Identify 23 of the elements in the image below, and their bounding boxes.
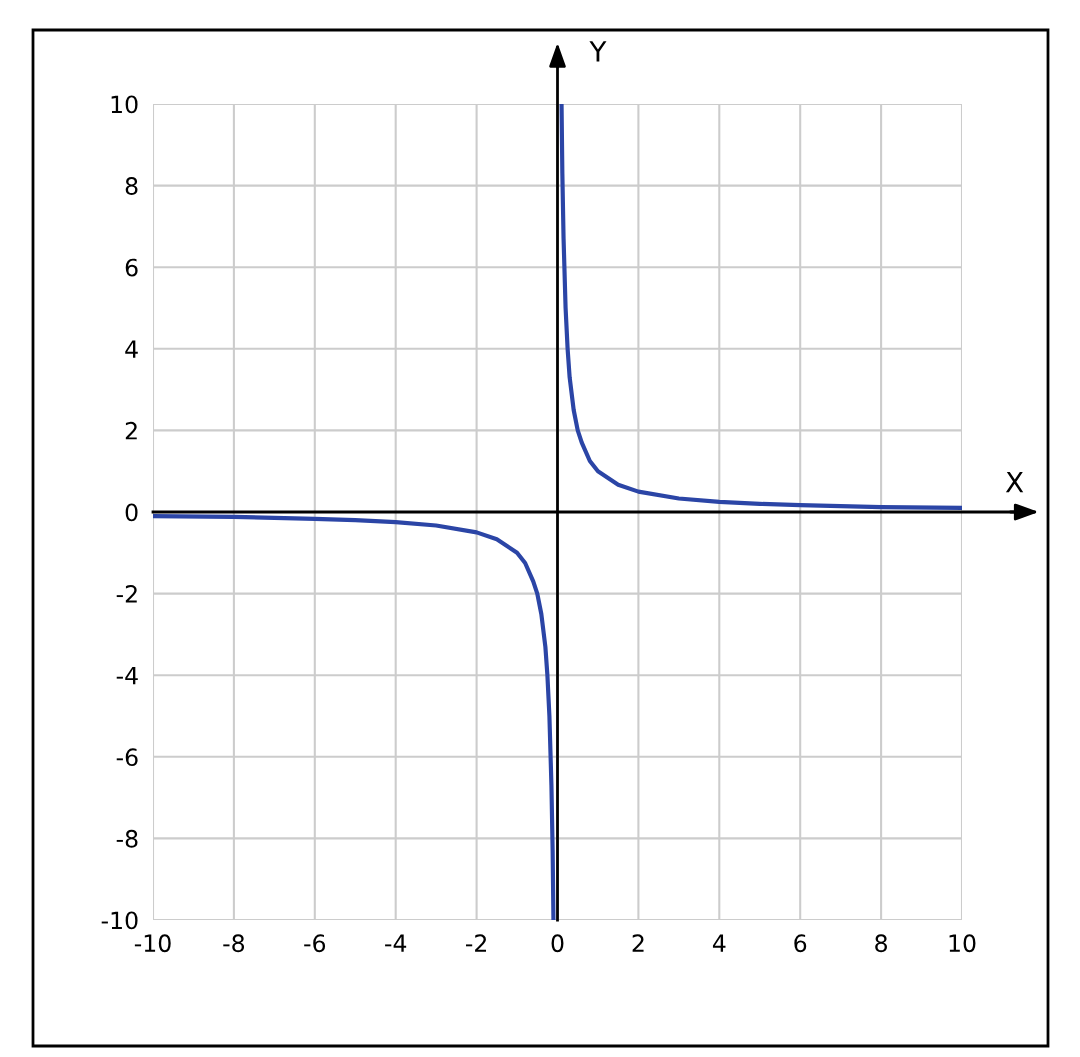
x-tick-label: 6 (794, 934, 807, 953)
y-axis-title: Y (589, 41, 607, 62)
x-tick-label: -6 (304, 934, 326, 953)
y-tick-label: 10 (111, 95, 138, 114)
y-tick-label: 4 (125, 340, 138, 358)
y-tick-label: -2 (116, 585, 137, 603)
x-tick-label: 8 (875, 934, 887, 953)
x-tick-label: 0 (551, 934, 564, 953)
x-tick-label: 4 (712, 934, 726, 952)
x-tick-label: -4 (385, 934, 407, 952)
y-tick-label: 6 (125, 258, 138, 277)
x-tick-label: -8 (223, 934, 245, 953)
y-tick-label: -10 (101, 911, 138, 930)
x-tick-label: -2 (465, 934, 487, 952)
x-axis-title: X (1005, 472, 1024, 493)
y-tick-label: 2 (125, 421, 137, 440)
y-tick-label: -6 (116, 748, 138, 767)
x-tick-label: 10 (949, 934, 976, 953)
y-tick-label: -4 (116, 666, 138, 685)
y-tick-label: 8 (125, 177, 138, 195)
x-tick-label: 2 (632, 934, 644, 952)
y-tick-label: 0 (125, 503, 138, 522)
y-tick-label: -8 (116, 829, 138, 848)
